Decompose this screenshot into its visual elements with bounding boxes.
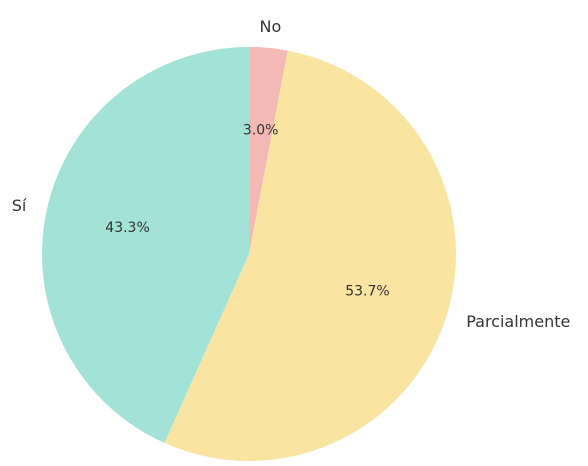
- pie-pct-label-0: 3.0%: [243, 122, 279, 138]
- pie-category-label-1: Parcialmente: [466, 312, 570, 331]
- pie-slice-0: [249, 47, 288, 254]
- pie-pct-label-2: 43.3%: [105, 220, 149, 236]
- pie-category-label-2: Sí: [12, 196, 27, 215]
- pie-slices: [42, 47, 456, 461]
- pie-slice-1: [164, 50, 456, 461]
- pie-category-label-0: No: [260, 17, 282, 36]
- pie-slice-2: [42, 47, 249, 443]
- pie-pct-label-1: 53.7%: [345, 283, 389, 299]
- pie-labels: 3.0% No 53.7% Parcialmente 43.3% Sí: [12, 17, 571, 331]
